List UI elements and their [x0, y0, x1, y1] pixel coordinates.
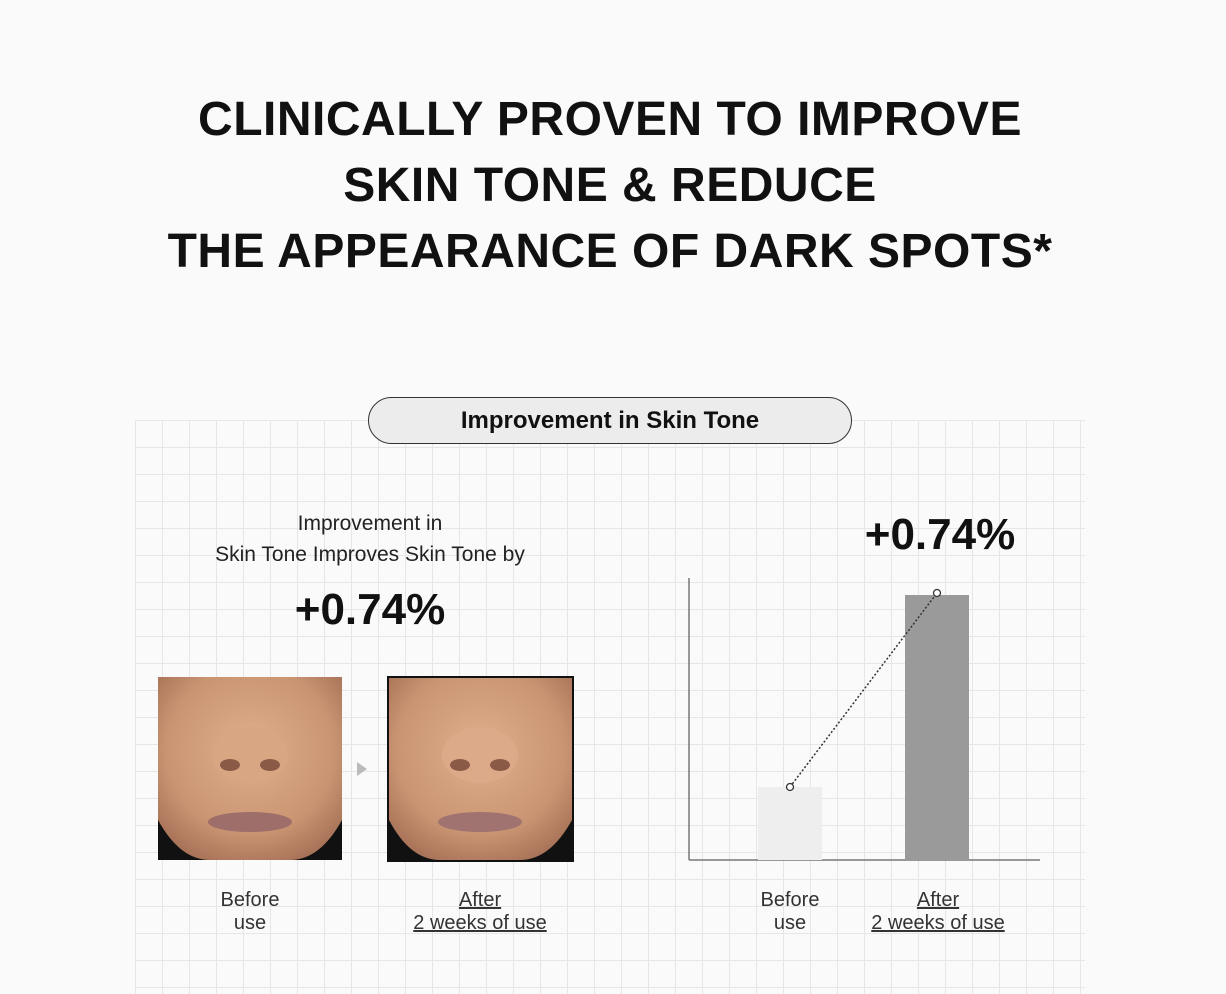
label-line: 2 weeks of use — [871, 912, 1005, 934]
photos — [158, 676, 574, 862]
caption: Skin Tone Improves Skin Tone by — [215, 543, 525, 566]
title-line: SKIN TONE & REDUCE — [343, 159, 877, 212]
label: After 2 weeks of use — [380, 889, 580, 935]
label-line: After — [458, 889, 502, 911]
label-line: 2 weeks of use — [413, 912, 547, 934]
result: +0.74% — [864, 510, 1016, 559]
chart — [688, 578, 1040, 861]
label: Before use — [180, 889, 320, 935]
title-line: CLINICALLY PROVEN TO IMPROVE — [198, 93, 1022, 146]
before-photo — [158, 677, 342, 860]
label: After 2 weeks of use — [838, 889, 1038, 935]
label-line: use — [233, 912, 267, 934]
label: Before use — [730, 889, 850, 935]
title-line: THE APPEARANCE OF DARK SPOTS* — [167, 225, 1053, 278]
after-photo — [387, 676, 574, 862]
label-line: Before — [760, 889, 820, 911]
label-line: Before — [220, 889, 280, 911]
bar-before — [758, 787, 822, 860]
label-line: use — [773, 912, 807, 934]
badge: Improvement in Skin Tone — [368, 397, 852, 444]
result: +0.74% — [294, 585, 446, 634]
label-line: After — [916, 889, 960, 911]
bar-after — [905, 595, 969, 860]
caption: Improvement in — [297, 512, 443, 535]
